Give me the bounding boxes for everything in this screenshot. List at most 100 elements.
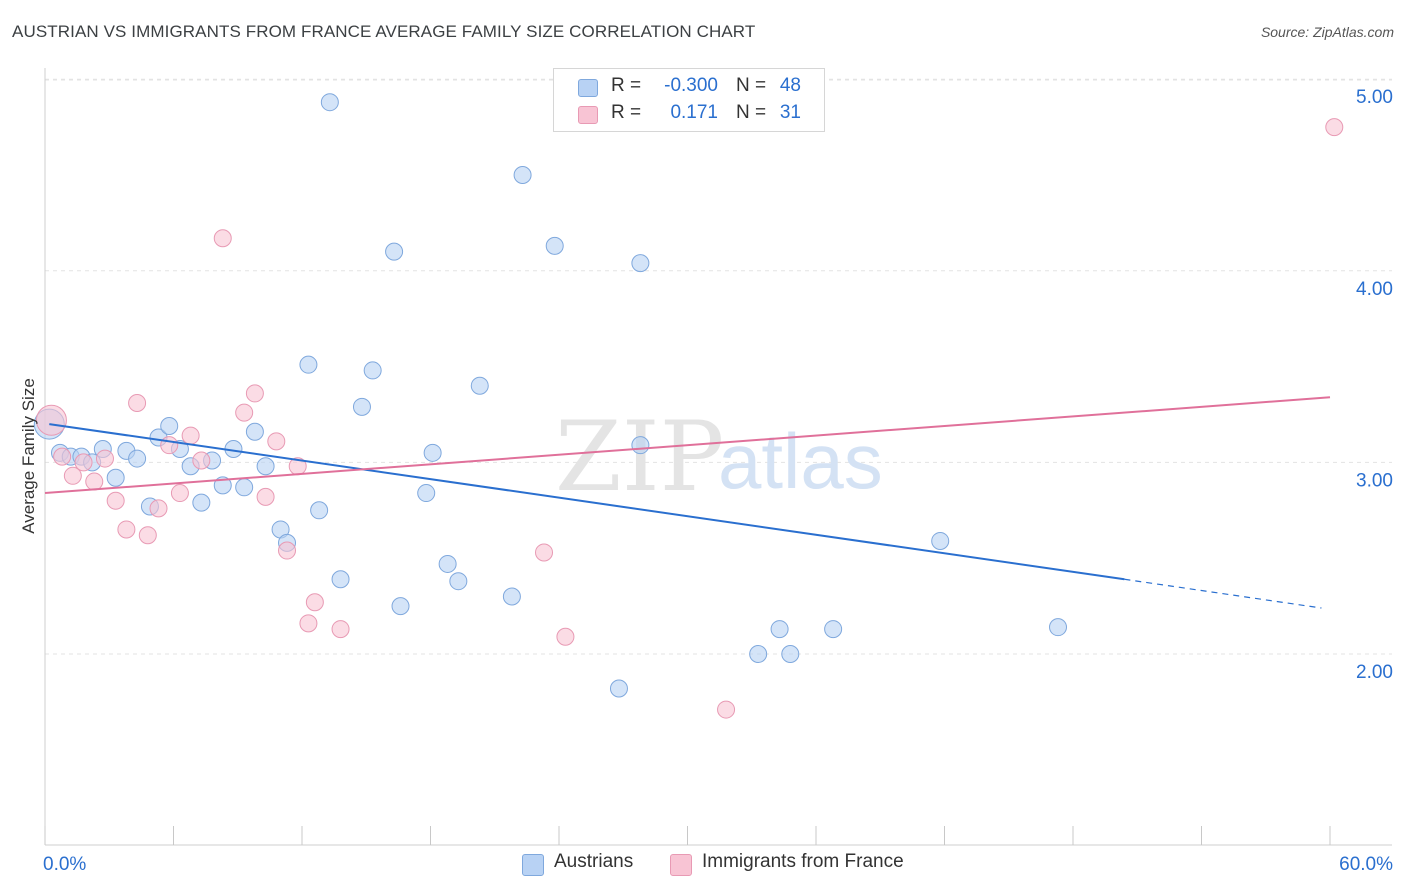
point-france: [74, 453, 93, 472]
series-label-france: Immigrants from France: [702, 851, 904, 872]
point-austrians: [631, 254, 650, 273]
point-austrians: [391, 597, 410, 616]
legend-r-label: R =: [611, 75, 642, 96]
point-france: [256, 487, 275, 506]
watermark-zip: ZIP: [555, 401, 724, 513]
point-france: [170, 484, 189, 503]
legend-n-label: N =: [736, 102, 767, 123]
point-austrians: [438, 554, 457, 573]
point-france: [85, 472, 104, 491]
point-france: [331, 620, 350, 639]
source-credit: Source: ZipAtlas.com: [1260, 24, 1394, 40]
legend-n-label: N =: [736, 75, 767, 96]
point-austrians: [749, 645, 768, 663]
point-france: [117, 520, 136, 539]
points-layer: [33, 93, 1344, 719]
point-france: [160, 436, 179, 455]
point-france: [95, 449, 114, 468]
point-france: [53, 447, 72, 466]
point-austrians: [213, 476, 232, 495]
point-austrians: [423, 443, 442, 462]
y-axis-label: Average Family Size: [19, 378, 38, 534]
point-austrians: [385, 242, 404, 261]
watermark-atlas: atlas: [718, 417, 883, 505]
point-france: [35, 404, 67, 436]
point-france: [717, 700, 736, 719]
point-france: [128, 394, 147, 413]
legend-row-austrians: R = -0.300 N = 48: [554, 75, 824, 99]
point-france: [245, 384, 264, 403]
point-austrians: [310, 501, 329, 520]
x-tick-label: 60.0%: [1339, 854, 1393, 875]
point-austrians: [320, 93, 339, 112]
point-austrians: [513, 166, 532, 184]
point-france: [181, 426, 200, 445]
point-austrians: [931, 531, 950, 550]
legend-r-value: -0.300: [664, 75, 718, 96]
y-tick-label: 4.00: [1356, 279, 1393, 300]
legend-swatch-austrians: [578, 79, 598, 97]
point-austrians: [609, 679, 628, 698]
point-austrians: [245, 422, 264, 441]
point-austrians: [235, 478, 254, 497]
point-france: [235, 403, 254, 422]
legend-r-label: R =: [611, 102, 642, 123]
point-austrians: [299, 355, 318, 374]
point-austrians: [128, 449, 147, 468]
trend-line-austrians-extrapolated: [1124, 578, 1322, 609]
chart-title: AUSTRIAN VS IMMIGRANTS FROM FRANCE AVERA…: [12, 22, 756, 41]
grid-layer: [45, 78, 1392, 655]
point-austrians: [417, 484, 436, 503]
axes-layer: [44, 68, 1392, 846]
point-france: [138, 526, 157, 545]
x-tick-label: 0.0%: [43, 854, 86, 875]
point-austrians: [192, 493, 211, 512]
point-france: [556, 627, 575, 646]
legend-n-value: 31: [779, 102, 801, 123]
series-label-austrians: Austrians: [554, 851, 634, 872]
watermark: ZIP atlas: [555, 401, 883, 513]
point-austrians: [1049, 618, 1068, 637]
point-france: [299, 614, 318, 633]
point-france: [278, 541, 297, 560]
legend-n-value: 48: [779, 75, 801, 96]
series-swatch-france: [670, 854, 692, 876]
trend-line-austrians: [49, 423, 1125, 581]
labels-layer: 2.00 3.00 4.00 5.00 0.0% 60.0% Average Family …: [19, 87, 1393, 875]
point-austrians: [256, 457, 275, 476]
series-swatch-austrians: [522, 854, 544, 876]
trend-layer: [44, 396, 1331, 609]
point-austrians: [331, 570, 350, 589]
point-france: [535, 543, 554, 562]
correlation-legend: R = -0.300 N = 48 R = 0.171 N = 31: [553, 68, 825, 132]
point-france: [192, 451, 211, 470]
point-austrians: [470, 376, 489, 395]
trend-line-france: [44, 396, 1331, 495]
y-tick-label: 5.00: [1356, 87, 1393, 108]
point-france: [63, 466, 82, 485]
point-france: [106, 491, 125, 510]
point-france: [1325, 118, 1344, 137]
point-austrians: [449, 572, 468, 591]
legend-swatch-france: [578, 106, 598, 124]
point-austrians: [106, 468, 125, 487]
point-austrians: [781, 645, 800, 663]
y-tick-label: 3.00: [1356, 470, 1393, 491]
legend-r-value: 0.171: [670, 102, 718, 123]
legend-row-france: R = 0.171 N = 31: [554, 102, 824, 126]
point-france: [149, 499, 168, 518]
point-france: [213, 229, 232, 248]
point-austrians: [502, 587, 521, 606]
point-france: [305, 593, 324, 612]
point-austrians: [631, 436, 650, 455]
point-france: [267, 432, 286, 451]
series-legend: Austrians Immigrants from France: [0, 851, 1406, 877]
point-austrians: [352, 397, 371, 416]
point-austrians: [160, 416, 179, 435]
y-tick-label: 2.00: [1356, 662, 1393, 683]
point-austrians: [824, 620, 843, 639]
point-austrians: [545, 236, 564, 255]
point-austrians: [363, 361, 382, 380]
point-austrians: [770, 620, 789, 639]
